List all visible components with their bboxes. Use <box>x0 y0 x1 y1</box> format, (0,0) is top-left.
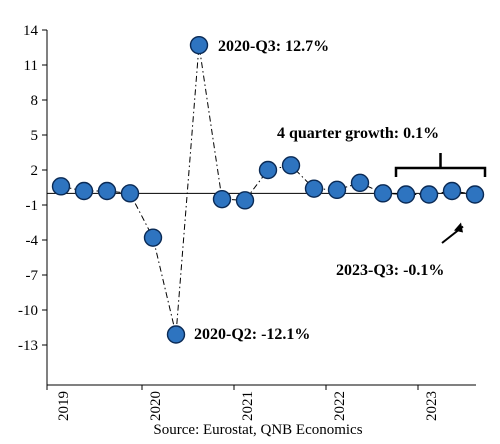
data-point-2020-Q3 <box>189 35 209 55</box>
arrow-head <box>454 222 463 233</box>
data-point-2021-Q3 <box>281 156 301 175</box>
data-point-2021-Q2 <box>258 160 278 180</box>
y-axis-ticks: 14 11 8 5 2 -1 -4 -7 -10 -13 <box>18 23 47 354</box>
data-point-2019-Q3 <box>97 181 117 201</box>
y-tick-label: -13 <box>18 338 38 354</box>
annotation-latest: 2023-Q3: -0.1% <box>336 262 444 279</box>
data-point-2019-Q4 <box>120 184 140 203</box>
data-point-2023-Q2 <box>442 181 462 201</box>
annotation-peak: 2020-Q3: 12.7% <box>218 38 329 55</box>
x-tick-label-2019: 2019 <box>56 391 72 421</box>
y-tick-label: -10 <box>18 303 38 319</box>
y-tick-label: 8 <box>31 93 39 109</box>
data-point-2022-Q3 <box>373 184 393 203</box>
data-point-2019-Q1 <box>51 177 71 196</box>
bracket-shape <box>394 166 487 177</box>
y-tick-label: 5 <box>31 128 39 144</box>
x-axis-ticks: 2019 2020 2021 2022 2023 <box>46 385 440 421</box>
x-tick-label-2022: 2022 <box>332 391 348 421</box>
y-tick-label: 11 <box>24 58 38 74</box>
y-tick-label: -7 <box>26 268 39 284</box>
data-point-2023-Q1 <box>419 185 439 204</box>
annotation-growth: 4 quarter growth: 0.1% <box>277 125 439 142</box>
data-point-2021-Q1 <box>235 191 255 210</box>
x-tick-label-2021: 2021 <box>240 391 256 421</box>
x-tick-label-2023: 2023 <box>424 391 440 421</box>
data-point-2021-Q4 <box>304 179 324 198</box>
data-point-2022-Q4 <box>396 185 416 204</box>
source-note: Source: Eurostat, QNB Economics <box>153 422 362 438</box>
growth-bracket <box>394 153 487 177</box>
data-point-2019-Q2 <box>74 181 94 201</box>
data-point-2022-Q2 <box>350 173 370 193</box>
y-tick-label: -1 <box>26 198 39 214</box>
data-point-2023-Q3 <box>465 185 485 204</box>
data-point-2020-Q4 <box>212 189 232 209</box>
y-tick-label: 14 <box>23 23 39 39</box>
x-tick-label-2020: 2020 <box>148 391 164 421</box>
annotation-trough: 2020-Q2: -12.1% <box>194 326 310 343</box>
data-point-2020-Q2 <box>166 325 186 344</box>
annotation-arrow <box>441 222 464 244</box>
y-tick-label: -4 <box>26 233 39 249</box>
data-points <box>51 35 485 344</box>
data-point-2022-Q1 <box>327 180 347 200</box>
y-tick-label: 2 <box>31 163 39 179</box>
data-point-2020-Q1 <box>143 228 163 247</box>
